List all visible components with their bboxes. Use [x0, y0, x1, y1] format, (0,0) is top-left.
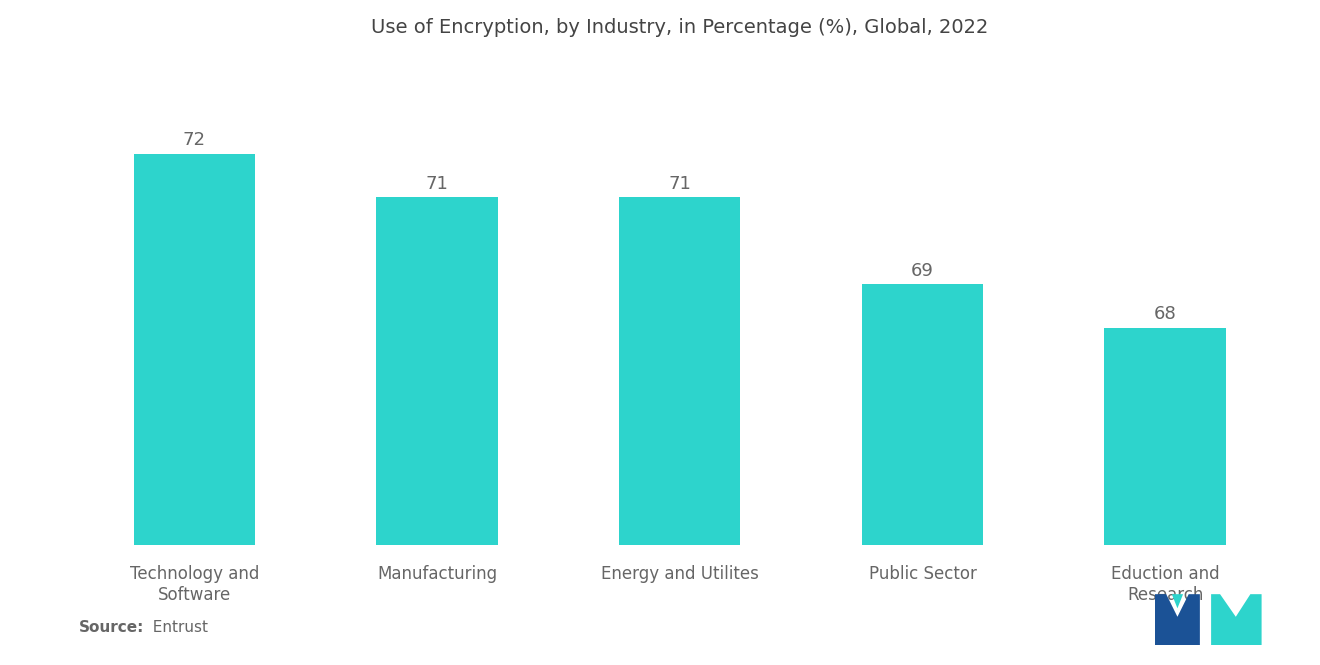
Text: 71: 71	[425, 175, 449, 193]
Text: Source:: Source:	[79, 620, 145, 635]
Bar	[133, 154, 255, 665]
Polygon shape	[1172, 595, 1183, 608]
Text: 71: 71	[668, 175, 692, 193]
Polygon shape	[1212, 595, 1262, 645]
Title: Use of Encryption, by Industry, in Percentage (%), Global, 2022: Use of Encryption, by Industry, in Perce…	[371, 18, 989, 37]
Text: 72: 72	[183, 131, 206, 149]
Polygon shape	[1155, 595, 1200, 645]
Bar	[862, 284, 983, 665]
Text: 69: 69	[911, 262, 935, 280]
Bar	[1105, 328, 1226, 665]
Text: Entrust: Entrust	[143, 620, 207, 635]
Bar	[376, 197, 498, 665]
Bar	[619, 197, 741, 665]
Text: 68: 68	[1154, 305, 1176, 323]
